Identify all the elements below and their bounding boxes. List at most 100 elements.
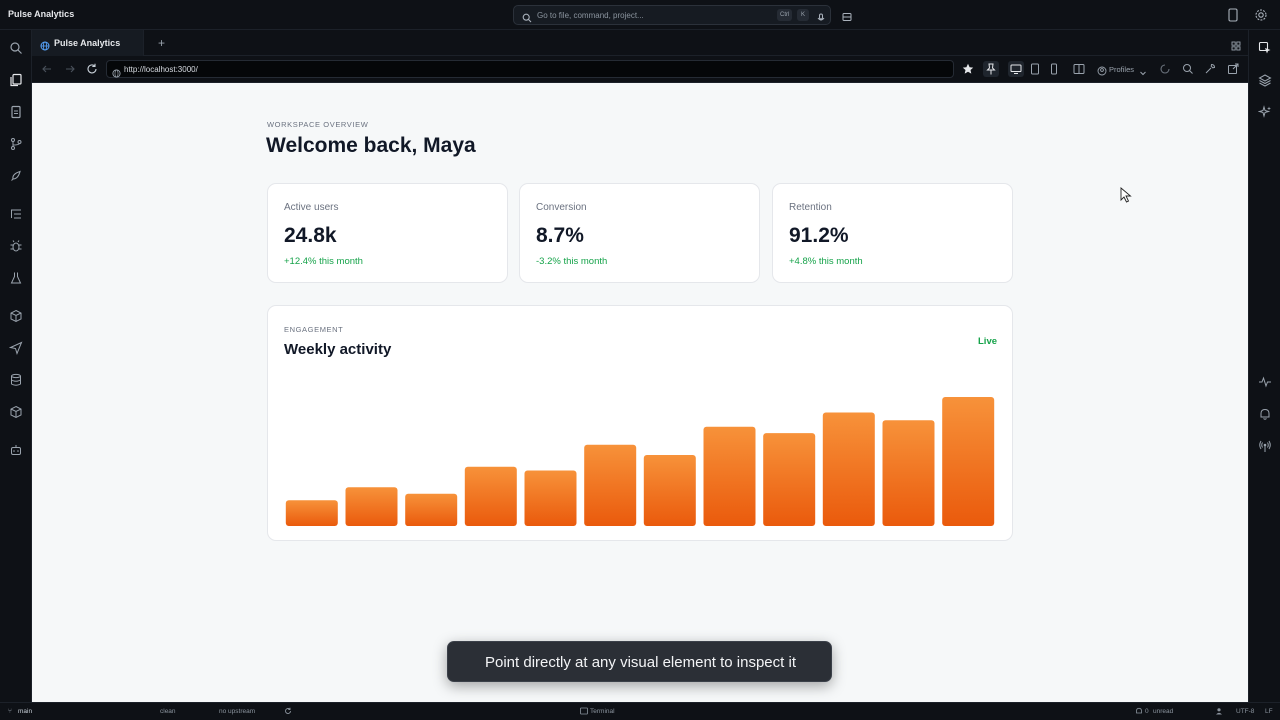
bell-icon[interactable] (1258, 407, 1272, 421)
chart-bar-1[interactable] (285, 500, 338, 526)
send-icon[interactable] (9, 341, 23, 355)
star-icon[interactable] (961, 62, 975, 76)
shortcut-k: K (797, 9, 809, 21)
split-view-icon[interactable] (1072, 62, 1086, 76)
pin-icon[interactable] (983, 61, 999, 77)
metric-delta: +12.4% this month (284, 256, 363, 267)
weekly-activity-chart (285, 397, 995, 527)
mobile-device-icon[interactable] (1227, 8, 1239, 22)
tab-pulse-analytics[interactable]: Pulse Analytics (32, 30, 144, 56)
reload-icon[interactable] (85, 62, 99, 76)
open-external-icon[interactable] (1226, 62, 1240, 76)
rocket-icon[interactable] (9, 169, 23, 183)
chart-bar-9[interactable] (763, 433, 816, 526)
activity-pulse-icon[interactable] (1258, 375, 1272, 389)
sparkles-icon[interactable] (1258, 105, 1272, 119)
chart-bar-3[interactable] (405, 493, 458, 526)
find-icon[interactable] (1181, 62, 1195, 76)
browser-viewport: WORKSPACE OVERVIEW Welcome back, Maya Ac… (32, 83, 1248, 702)
robot-icon[interactable] (9, 443, 23, 457)
page-title: Welcome back, Maya (266, 134, 476, 157)
search-icon[interactable] (9, 41, 23, 55)
encoding[interactable]: UTF-8 (1236, 708, 1255, 715)
new-tab-button[interactable]: + (158, 36, 166, 50)
tree-state: clean (160, 708, 176, 715)
microphone-icon[interactable] (816, 10, 826, 21)
list-tree-icon[interactable] (9, 207, 23, 221)
address-bar[interactable]: http://localhost:3000/ (106, 60, 954, 78)
tablet-view-icon[interactable] (1028, 62, 1042, 76)
sync-icon[interactable] (284, 707, 292, 717)
tab-label: Pulse Analytics (54, 38, 121, 48)
database-icon[interactable] (9, 373, 23, 387)
command-placeholder: Go to file, command, project... (537, 11, 644, 20)
chart-bar-4[interactable] (464, 466, 517, 526)
desktop-view-icon[interactable] (1008, 61, 1024, 77)
chart-bar-10[interactable] (822, 412, 875, 527)
url-text: http://localhost:3000/ (124, 65, 198, 74)
metric-card-retention[interactable]: Retention 91.2% +4.8% this month (772, 183, 1013, 283)
search-icon (522, 10, 532, 23)
bell-icon (1135, 707, 1143, 717)
chart-bar-2[interactable] (345, 487, 398, 526)
chart-bar-5[interactable] (524, 470, 577, 527)
bug-icon[interactable] (9, 239, 23, 253)
command-palette-input[interactable]: Go to file, command, project... Ctrl K (513, 5, 831, 25)
metric-delta: +4.8% this month (789, 256, 863, 267)
metric-card-active-users[interactable]: Active users 24.8k +12.4% this month (267, 183, 508, 283)
globe-icon (112, 65, 121, 78)
metric-value: 91.2% (789, 224, 849, 247)
metric-value: 24.8k (284, 224, 337, 247)
metric-value: 8.7% (536, 224, 584, 247)
metric-card-conversion[interactable]: Conversion 8.7% -3.2% this month (519, 183, 760, 283)
metric-label: Active users (284, 202, 339, 213)
tab-bar: Pulse Analytics + (32, 30, 1248, 56)
activity-bar (0, 30, 32, 702)
flask-icon[interactable] (9, 271, 23, 285)
document-icon[interactable] (9, 105, 23, 119)
engagement-title: Weekly activity (284, 341, 392, 358)
forward-arrow-icon[interactable] (63, 62, 77, 76)
inspect-element-icon[interactable] (1258, 41, 1272, 55)
chart-bar-11[interactable] (882, 420, 935, 526)
files-icon[interactable] (9, 73, 23, 87)
chart-bar-6[interactable] (584, 444, 637, 526)
account-icon[interactable] (1215, 707, 1223, 717)
package-icon[interactable] (9, 309, 23, 323)
live-status-badge: Live (978, 336, 998, 347)
chart-bar-8[interactable] (703, 426, 756, 526)
hint-toast: Point directly at any visual element to … (447, 641, 832, 682)
chevron-down-icon (1139, 64, 1147, 76)
chart-bar-12[interactable] (942, 397, 995, 526)
line-ending[interactable]: LF (1265, 708, 1273, 715)
git-branch-icon[interactable] (9, 137, 23, 151)
mouse-cursor-icon (1120, 187, 1132, 203)
chart-bar-7[interactable] (643, 455, 696, 526)
branch-icon: ⑂ (8, 708, 12, 715)
grid-icon[interactable] (1231, 38, 1241, 51)
cube-icon[interactable] (9, 405, 23, 419)
unread-count: 0 (1145, 708, 1149, 715)
settings-gear-icon[interactable] (1254, 8, 1268, 22)
branch-name[interactable]: main (18, 708, 33, 715)
loading-icon[interactable] (1158, 62, 1172, 76)
engagement-eyebrow: ENGAGEMENT (284, 325, 344, 334)
unread-label[interactable]: unread (1153, 708, 1174, 715)
engagement-card: ENGAGEMENT Weekly activity Live (267, 305, 1013, 541)
toast-message: Point directly at any visual element to … (485, 654, 796, 671)
status-bar: ⑂ main clean no upstream Terminal 0 unre… (0, 702, 1280, 720)
upstream-status: no upstream (219, 708, 256, 715)
metric-delta: -3.2% this month (536, 256, 608, 267)
profiles-dropdown[interactable]: Profiles (1109, 65, 1135, 74)
back-arrow-icon[interactable] (40, 62, 54, 76)
metric-label: Retention (789, 202, 832, 213)
terminal-toggle[interactable]: Terminal (590, 708, 615, 715)
phone-view-icon[interactable] (1047, 62, 1061, 76)
page-eyebrow: WORKSPACE OVERVIEW (267, 120, 369, 129)
layout-icon[interactable] (842, 9, 852, 21)
broadcast-icon[interactable] (1258, 439, 1272, 453)
tools-wrench-icon[interactable] (1203, 62, 1217, 76)
shortcut-ctrl: Ctrl (777, 9, 793, 21)
layers-icon[interactable] (1258, 73, 1272, 87)
app-title: Pulse Analytics (8, 9, 75, 19)
